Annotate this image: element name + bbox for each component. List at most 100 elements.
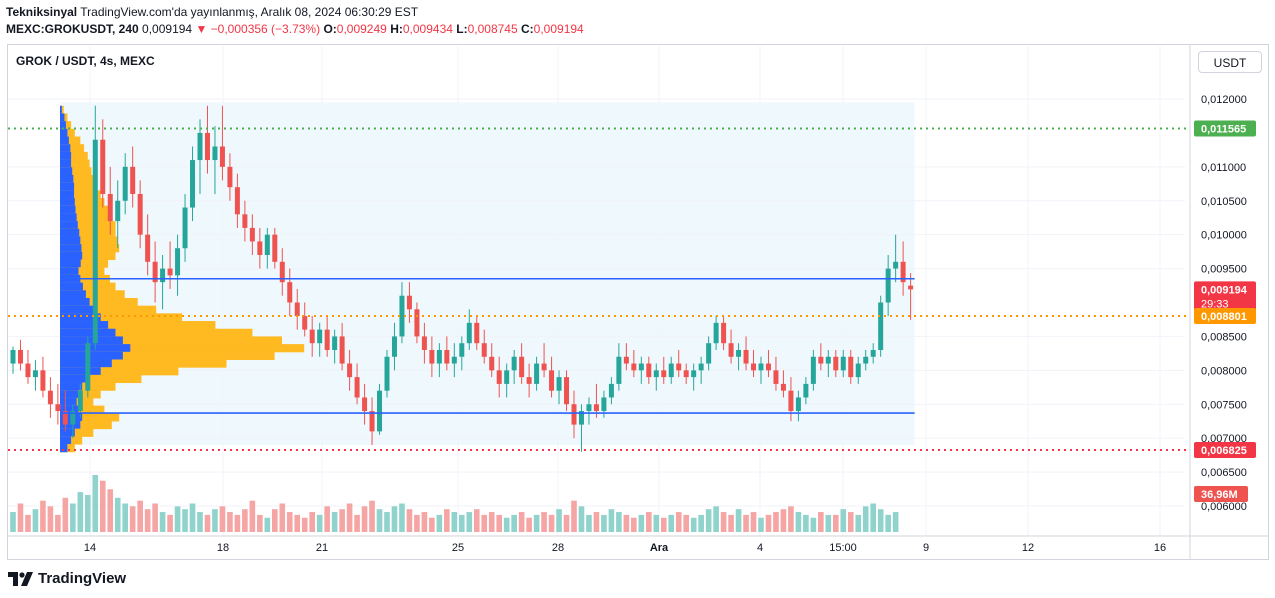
volume-bar: [204, 514, 211, 532]
candle-body: [234, 187, 240, 215]
volume-bar: [286, 512, 293, 532]
volume-bar: [99, 480, 106, 532]
candle-body: [631, 363, 637, 371]
brand-name: TradingView: [38, 570, 127, 587]
volume-profile-bar-orange: [60, 267, 105, 276]
volume-bar: [803, 514, 809, 532]
candle-body: [115, 200, 121, 222]
current-price-label: 0,009194: [1201, 284, 1248, 296]
volume-profile-bar-blue: [60, 444, 68, 453]
candle-body: [107, 193, 113, 222]
author-name: Tekniksinyal: [6, 5, 78, 19]
candle-body: [17, 349, 23, 364]
volume-bar: [77, 492, 84, 532]
candle-body: [788, 390, 794, 412]
volume-profile-bar-blue: [60, 251, 83, 261]
y-tick-label: 0,006000: [1201, 501, 1247, 513]
volume-bar: [518, 512, 525, 532]
volume-profile-bar-orange: [60, 190, 101, 199]
volume-bar: [847, 512, 854, 532]
candle-body: [586, 404, 592, 412]
volume-profile-bar-blue: [60, 428, 75, 437]
currency-button[interactable]: USDT: [1198, 51, 1262, 73]
volume-bar: [85, 494, 91, 532]
low-value: 0,008745: [467, 22, 518, 36]
candle-body: [661, 370, 667, 378]
tradingview-logo[interactable]: TradingView: [8, 570, 126, 587]
volume-bar: [272, 509, 278, 532]
candle-body: [489, 356, 495, 371]
candle-body: [496, 370, 502, 384]
volume-profile-bar-blue: [60, 259, 81, 268]
volume-profile-bar-orange: [60, 221, 116, 230]
candle-body: [152, 261, 158, 283]
volume-profile-bar-blue: [60, 336, 123, 345]
candle-body: [369, 411, 375, 432]
candle-body: [736, 349, 742, 357]
candle-body: [145, 234, 151, 262]
candle-body: [623, 356, 629, 364]
high-label: H:: [390, 22, 403, 36]
volume-bar: [114, 497, 121, 532]
volume-profile-bar-orange: [60, 321, 216, 330]
volume-bar: [877, 509, 884, 532]
volume-profile-bar-blue: [60, 190, 75, 199]
volume-bar: [735, 509, 742, 532]
candle-body: [55, 404, 61, 412]
candle-body: [414, 309, 420, 337]
candle-body: [616, 356, 622, 384]
candle-body: [571, 404, 577, 425]
volume-profile-bar-blue: [60, 205, 76, 214]
candle-body: [840, 356, 846, 371]
volume-bar: [608, 509, 615, 532]
candle-body: [227, 166, 233, 188]
volume-bar: [885, 514, 891, 532]
candle-body: [564, 377, 570, 405]
volume-bar: [249, 500, 256, 532]
candle-body: [212, 146, 218, 161]
volume-profile-bar-blue: [60, 128, 68, 138]
candle-body: [25, 363, 31, 378]
volume-bar: [219, 506, 226, 532]
candle-body: [459, 343, 465, 357]
volume-bar: [563, 514, 570, 532]
y-tick-label: 0,008500: [1201, 331, 1247, 343]
volume-bar: [548, 514, 555, 532]
candle-body: [332, 336, 338, 350]
volume-bar: [339, 509, 345, 532]
candle-body: [32, 370, 38, 378]
volume-bar: [70, 503, 76, 532]
volume-bar: [473, 509, 480, 532]
volume-profile-bar-blue: [60, 244, 82, 253]
volume-bar: [683, 514, 689, 532]
candle-body: [264, 234, 270, 256]
volume-bar: [810, 517, 817, 532]
candle-body: [810, 356, 816, 384]
price-change: ▼ −0,000356 (−3.73%): [195, 22, 321, 36]
volume-profile-bar-blue: [60, 290, 86, 299]
volume-profile-bar-orange: [60, 305, 157, 314]
volume-profile-bar-orange: [60, 251, 116, 261]
volume-profile-bar-blue: [60, 151, 72, 161]
candle-body: [721, 322, 727, 344]
volume-bar: [623, 514, 630, 532]
volume-profile-bar-orange: [60, 213, 112, 222]
candle-body: [466, 322, 472, 344]
volume-bar: [601, 514, 607, 532]
volume-bar: [301, 517, 308, 532]
candle-body: [302, 316, 308, 330]
volume-bar: [488, 512, 495, 532]
volume-profile-bar-blue: [60, 313, 101, 322]
volume-bar: [444, 509, 450, 532]
x-tick-label: 12: [1022, 542, 1034, 554]
volume-bar: [653, 514, 660, 532]
volume-bar: [713, 506, 719, 532]
volume-profile-bar-orange: [60, 313, 183, 322]
volume-bar: [257, 514, 263, 532]
candle-body: [908, 285, 914, 290]
candle-body: [279, 261, 285, 283]
volume-profile-bar-blue: [60, 144, 71, 153]
volume-profile-bar-orange: [60, 136, 81, 145]
ohlc-legend: MEXC:GROKUSDT, 240 0,009194 ▼ −0,000356 …: [6, 22, 584, 36]
